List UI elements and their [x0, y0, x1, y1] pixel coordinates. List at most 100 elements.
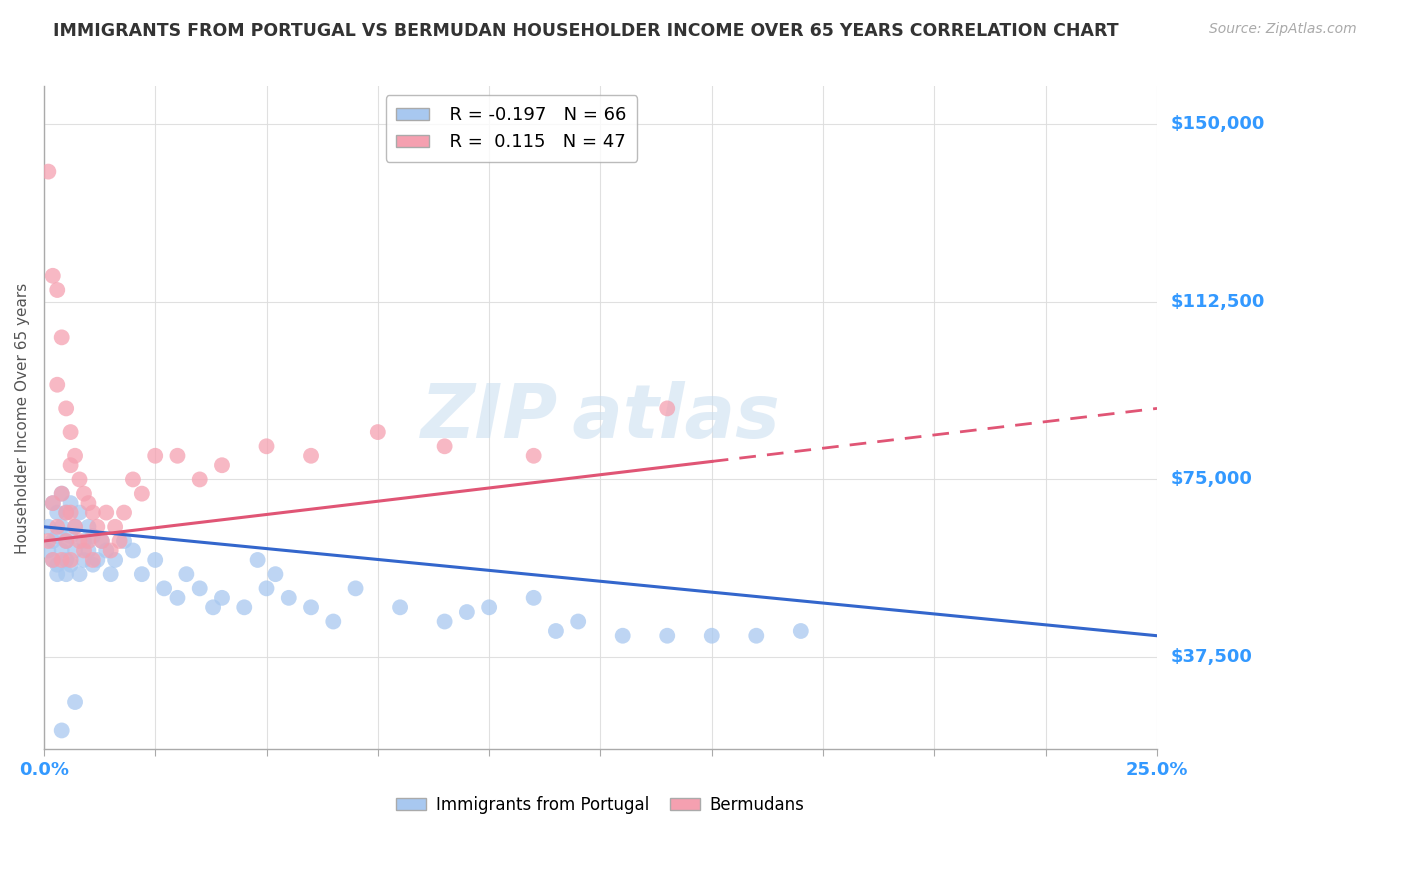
Point: [299, 449, 322, 463]
Point: [42, 534, 65, 549]
Y-axis label: Householder Income Over 65 years: Householder Income Over 65 years: [15, 282, 30, 554]
Point: [86, 553, 108, 567]
Point: [69, 567, 91, 582]
Point: [256, 439, 278, 453]
Point: [51, 486, 73, 500]
Point: [523, 449, 546, 463]
Point: [211, 591, 233, 605]
Point: [63, 520, 86, 534]
Point: [51, 520, 73, 534]
Point: [112, 534, 135, 549]
Point: [90, 534, 112, 549]
Point: [51, 723, 73, 738]
Point: [389, 600, 412, 615]
Point: [37, 543, 59, 558]
Point: [657, 629, 679, 643]
Point: [143, 553, 166, 567]
Point: [46, 506, 69, 520]
Point: [55, 553, 77, 567]
Point: [63, 449, 86, 463]
Point: [59, 553, 82, 567]
Point: [523, 591, 546, 605]
Point: [82, 506, 104, 520]
Point: [55, 506, 77, 520]
Point: [55, 534, 77, 549]
Point: [104, 520, 127, 534]
Point: [59, 458, 82, 473]
Point: [59, 558, 82, 572]
Legend: Immigrants from Portugal, Bermudans: Immigrants from Portugal, Bermudans: [389, 789, 811, 821]
Point: [73, 553, 96, 567]
Text: $37,500: $37,500: [1170, 648, 1253, 666]
Point: [42, 268, 65, 283]
Point: [544, 624, 567, 638]
Point: [264, 567, 287, 582]
Text: $150,000: $150,000: [1170, 115, 1265, 133]
Point: [246, 553, 269, 567]
Point: [122, 472, 145, 486]
Point: [277, 591, 299, 605]
Point: [344, 582, 367, 596]
Point: [73, 543, 96, 558]
Point: [82, 529, 104, 543]
Point: [131, 486, 153, 500]
Point: [46, 529, 69, 543]
Point: [104, 553, 127, 567]
Point: [433, 615, 456, 629]
Point: [612, 629, 634, 643]
Point: [166, 591, 188, 605]
Point: [55, 401, 77, 416]
Point: [367, 425, 389, 439]
Point: [59, 496, 82, 510]
Point: [77, 543, 100, 558]
Point: [63, 543, 86, 558]
Point: [59, 529, 82, 543]
Point: [42, 553, 65, 567]
Point: [59, 425, 82, 439]
Point: [82, 558, 104, 572]
Point: [322, 615, 344, 629]
Point: [77, 496, 100, 510]
Point: [153, 582, 176, 596]
Point: [42, 496, 65, 510]
Text: ZIP atlas: ZIP atlas: [420, 382, 780, 454]
Text: Source: ZipAtlas.com: Source: ZipAtlas.com: [1209, 22, 1357, 37]
Point: [657, 401, 679, 416]
Text: $75,000: $75,000: [1170, 470, 1253, 489]
Point: [86, 520, 108, 534]
Point: [46, 283, 69, 297]
Point: [37, 534, 59, 549]
Point: [745, 629, 768, 643]
Point: [69, 534, 91, 549]
Point: [143, 449, 166, 463]
Point: [69, 506, 91, 520]
Point: [233, 600, 256, 615]
Point: [166, 449, 188, 463]
Point: [63, 695, 86, 709]
Point: [108, 534, 131, 549]
Point: [55, 506, 77, 520]
Point: [188, 472, 211, 486]
Point: [100, 543, 122, 558]
Point: [122, 543, 145, 558]
Point: [77, 534, 100, 549]
Point: [46, 520, 69, 534]
Text: $112,500: $112,500: [1170, 293, 1265, 310]
Point: [63, 520, 86, 534]
Point: [176, 567, 198, 582]
Point: [46, 377, 69, 392]
Text: IMMIGRANTS FROM PORTUGAL VS BERMUDAN HOUSEHOLDER INCOME OVER 65 YEARS CORRELATIO: IMMIGRANTS FROM PORTUGAL VS BERMUDAN HOU…: [53, 22, 1119, 40]
Point: [46, 567, 69, 582]
Point: [90, 534, 112, 549]
Point: [131, 567, 153, 582]
Point: [37, 520, 59, 534]
Point: [112, 506, 135, 520]
Point: [51, 330, 73, 344]
Point: [69, 472, 91, 486]
Point: [202, 600, 225, 615]
Point: [456, 605, 478, 619]
Point: [42, 496, 65, 510]
Point: [211, 458, 233, 473]
Point: [790, 624, 813, 638]
Point: [96, 506, 118, 520]
